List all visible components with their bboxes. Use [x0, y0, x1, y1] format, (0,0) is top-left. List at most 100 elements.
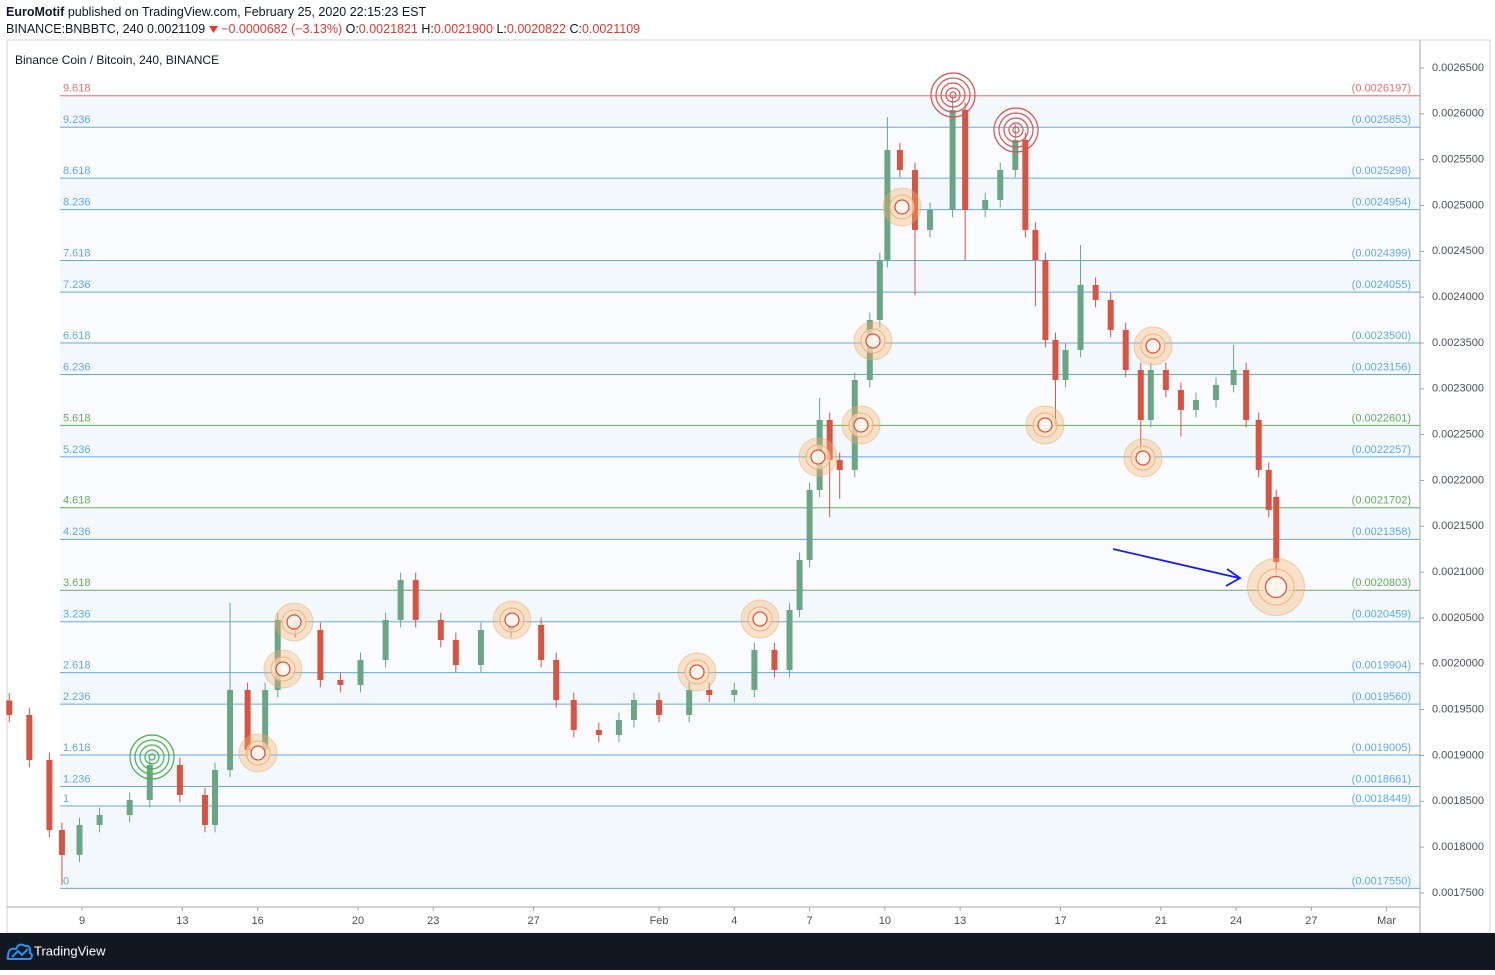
highlight-ring	[1003, 117, 1029, 143]
change: −0.0000682 (−3.13%)	[221, 22, 343, 36]
last: 0.0021109	[147, 22, 206, 36]
fib-price: (0.0018449)	[1352, 793, 1411, 805]
fib-band	[60, 539, 1420, 590]
y-tick-label: 0.0022000	[1432, 474, 1484, 486]
highlight-core	[1135, 450, 1151, 466]
fib-price: (0.0025853)	[1352, 114, 1411, 126]
candle-body	[46, 759, 53, 830]
candle-body	[211, 769, 218, 825]
fib-band	[60, 755, 1420, 787]
candle-body	[26, 714, 33, 760]
y-tick-label: 0.0024500	[1432, 245, 1484, 257]
fib-price: (0.0024055)	[1352, 279, 1411, 291]
x-tick-label: 21	[1155, 915, 1167, 927]
fib-band	[60, 210, 1420, 261]
highlight-core	[286, 614, 302, 630]
fib-band	[60, 425, 1420, 457]
fib-ratio: 8.618	[63, 165, 91, 177]
candle-body	[262, 689, 269, 750]
highlight-ring	[940, 82, 966, 108]
candle-body	[337, 679, 344, 685]
fib-ratio: 2.236	[63, 691, 91, 703]
highlight-ring	[1012, 126, 1020, 134]
x-tick-label: 13	[954, 915, 966, 927]
fib-ratio: 3.618	[63, 577, 91, 589]
fib-price: (0.0019904)	[1352, 660, 1411, 672]
fib-ratio: 2.618	[63, 660, 91, 672]
fib-ratio: 3.236	[63, 609, 91, 621]
down-triangle	[208, 26, 218, 33]
candle-body	[786, 609, 793, 670]
candle-body	[538, 624, 545, 660]
x-tick-label: 10	[879, 915, 891, 927]
close-label: C:	[569, 22, 582, 36]
fib-ratio: 6.618	[63, 330, 91, 342]
candle-body	[96, 814, 103, 825]
x-tick-label: Feb	[650, 915, 669, 927]
header: EuroMotif published on TradingView.com, …	[6, 4, 640, 38]
candle-body	[1230, 370, 1237, 385]
highlight-core	[689, 664, 705, 680]
fib-price: (0.0025298)	[1352, 165, 1411, 177]
fib-ratio: 7.236	[63, 279, 91, 291]
candle-body	[1213, 384, 1220, 400]
candle-body	[615, 719, 622, 735]
candle-body	[227, 689, 234, 770]
highlight-ring	[1008, 122, 1024, 138]
chart: Binance Coin / Bitcoin, 240, BINANCE 0.0…	[6, 39, 1491, 933]
candle-body	[876, 260, 883, 320]
candle-body	[176, 765, 183, 795]
fib-price: (0.0018661)	[1352, 773, 1411, 785]
brand-name: TradingView	[34, 943, 106, 958]
x-tick-label: 27	[527, 915, 539, 927]
y-tick-label: 0.0023000	[1432, 383, 1484, 395]
fib-ratio: 6.236	[63, 361, 91, 373]
x-tick-label: 4	[731, 915, 737, 927]
highlight-core	[1037, 417, 1053, 433]
fib-price: (0.0020803)	[1352, 577, 1411, 589]
y-tick-label: 0.0023500	[1432, 337, 1484, 349]
fib-ratio: 9.618	[63, 83, 91, 95]
y-tick-label: 0.0020500	[1432, 612, 1484, 624]
highlight-ring	[945, 87, 961, 103]
candle-body	[751, 649, 758, 690]
y-tick-label: 0.0026500	[1432, 62, 1484, 74]
candle-body	[771, 649, 778, 670]
y-tick-label: 0.0025500	[1432, 154, 1484, 166]
symbol: BINANCE:BNBBTC, 240	[6, 22, 144, 36]
candle-body	[201, 794, 208, 825]
low-label: L:	[496, 22, 507, 36]
logo	[6, 943, 33, 960]
candle-body	[58, 829, 65, 855]
candle-body	[1052, 339, 1059, 380]
candle-body	[1012, 139, 1019, 170]
candle-body	[826, 419, 833, 460]
candle-body	[630, 700, 637, 720]
highlight-core	[275, 661, 291, 677]
fib-price: (0.0023156)	[1352, 361, 1411, 373]
x-tick-label: 17	[1054, 915, 1066, 927]
candle-body	[1032, 229, 1039, 261]
highlight-ring	[129, 734, 175, 780]
fib-price: (0.0019005)	[1352, 742, 1411, 754]
candle-body	[357, 659, 364, 685]
brand[interactable]: TradingView	[0, 933, 140, 970]
highlight-ring	[144, 749, 160, 765]
fib-ratio: 1.618	[63, 742, 91, 754]
x-tick-label: 13	[176, 915, 188, 927]
author[interactable]: EuroMotif	[6, 5, 65, 19]
y-tick-label: 0.0026000	[1432, 108, 1484, 120]
low: 0.0020822	[506, 22, 566, 36]
fib-ratio: 9.236	[63, 114, 91, 126]
fib-band	[60, 590, 1420, 622]
candle-body	[1107, 299, 1114, 330]
candle-body	[244, 689, 251, 750]
highlight-core	[752, 611, 768, 627]
candle-body	[1042, 260, 1049, 340]
chart-title: Binance Coin / Bitcoin, 240, BINANCE	[15, 53, 219, 67]
highlight-core	[504, 612, 520, 628]
fib-price: (0.0023500)	[1352, 330, 1411, 342]
published: published on TradingView.com, February 2…	[67, 5, 427, 19]
candle-body	[1062, 349, 1069, 380]
y-tick-label: 0.0019000	[1432, 749, 1484, 761]
